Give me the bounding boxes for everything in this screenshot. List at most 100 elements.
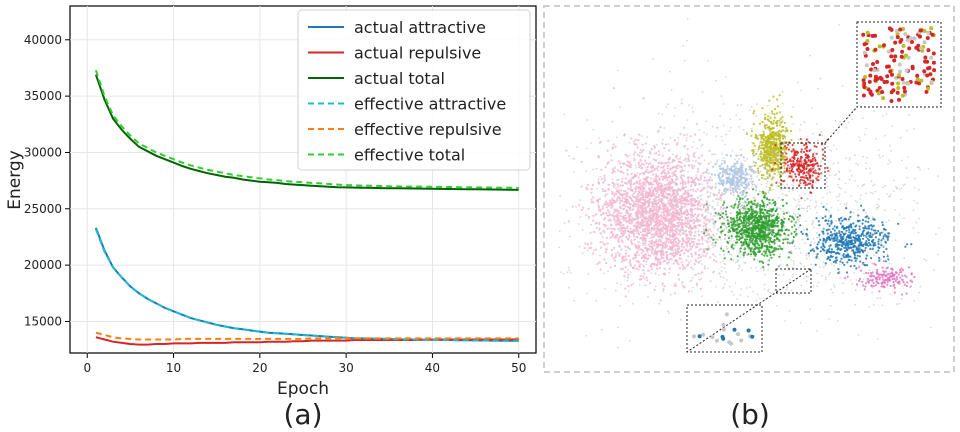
scatter-point: [679, 257, 682, 260]
scatter-point: [736, 238, 739, 241]
scatter-point: [652, 173, 655, 176]
scatter-point: [660, 254, 663, 257]
scatter-point: [744, 187, 747, 190]
scatter-point: [645, 276, 648, 279]
scatter-point: [761, 253, 764, 256]
scatter-point: [679, 230, 682, 233]
scatter-point: [642, 163, 645, 166]
scatter-point: [696, 167, 700, 170]
scatter-point: [744, 238, 747, 242]
scatter-point: [874, 236, 878, 239]
scatter-point: [626, 173, 629, 176]
scatter-point: [774, 161, 777, 164]
scatter-point: [690, 211, 693, 214]
scatter-point: [655, 186, 658, 189]
scatter-point: [886, 283, 889, 286]
scatter-point: [655, 211, 658, 214]
scatter-point: [657, 187, 661, 190]
scatter-point: [645, 192, 648, 195]
scatter-point: [769, 135, 773, 138]
scatter-point: [674, 204, 678, 207]
scatter-point: [621, 177, 624, 180]
scatter-point: [684, 196, 687, 199]
scatter-point: [756, 225, 759, 228]
scatter-point: [645, 221, 648, 225]
scatter-point: [624, 227, 627, 230]
scatter-point: [684, 180, 687, 183]
scatter-point: [785, 236, 788, 239]
scatter-point: [870, 224, 873, 227]
scatter-point: [758, 215, 761, 218]
scatter-point: [811, 179, 815, 182]
scatter-point: [630, 172, 633, 175]
scatter-point: [720, 266, 723, 268]
scatter-point: [664, 220, 667, 223]
scatter-point: [767, 191, 770, 194]
scatter-point: [693, 200, 696, 204]
scatter-point: [614, 210, 617, 213]
scatter-point: [738, 238, 741, 241]
scatter-point: [822, 232, 825, 235]
scatter-point: [734, 203, 737, 206]
scatter-point: [866, 277, 870, 281]
scatter-point: [882, 260, 885, 263]
scatter-point: [698, 242, 701, 246]
scatter-point: [655, 192, 658, 195]
scatter-point: [645, 162, 648, 165]
scatter-point: [650, 218, 653, 222]
scatter-point: [759, 214, 762, 217]
scatter-point: [757, 157, 760, 160]
scatter-point: [829, 255, 832, 259]
legend-label: actual attractive: [354, 18, 486, 37]
scatter-point: [772, 135, 776, 138]
scatter-point: [693, 133, 697, 136]
scatter-point: [798, 214, 802, 217]
scatter-point: [886, 255, 889, 258]
scatter-point: [762, 261, 765, 264]
scatter-point: [599, 208, 602, 211]
scatter-point: [639, 164, 642, 167]
scatter-point: [652, 189, 655, 192]
scatter-point: [841, 226, 844, 229]
scatter-point: [773, 172, 776, 175]
scatter-point: [661, 242, 665, 245]
scatter-point: [641, 172, 644, 175]
scatter-point: [901, 269, 905, 272]
scatter-point: [644, 284, 647, 287]
scatter-point: [792, 178, 795, 181]
scatter-point: [726, 240, 729, 243]
scatter-point: [678, 278, 681, 281]
scatter-point: [659, 125, 662, 129]
scatter-point: [758, 144, 761, 147]
scatter-point: [774, 202, 777, 205]
scatter-point: [694, 231, 697, 234]
scatter-point: [662, 175, 665, 178]
scatter-point: [869, 234, 872, 237]
scatter-point: [892, 280, 895, 284]
scatter-point: [620, 268, 623, 271]
scatter-point: [861, 262, 864, 266]
scatter-point: [800, 230, 803, 233]
scatter-point: [687, 290, 691, 293]
scatter-point: [636, 193, 640, 196]
scatter-point: [659, 240, 662, 243]
scatter-point: [752, 152, 755, 155]
scatter-point: [757, 234, 760, 237]
scatter-point: [621, 194, 624, 197]
scatter-point: [657, 215, 660, 218]
scatter-point: [626, 169, 629, 172]
scatter-point: [843, 263, 846, 266]
scatter-point: [637, 246, 640, 249]
scatter-point: [789, 160, 793, 163]
scatter-point: [787, 234, 790, 237]
scatter-point: [663, 147, 666, 150]
scatter-point: [643, 227, 647, 231]
scatter-point: [719, 177, 722, 180]
scatter-point: [717, 191, 720, 194]
scatter-point: [654, 255, 657, 258]
scatter-point: [776, 146, 780, 149]
scatter-point: [782, 238, 785, 241]
scatter-point: [772, 184, 774, 187]
scatter-point: [771, 154, 774, 157]
scatter-point: [686, 219, 689, 222]
